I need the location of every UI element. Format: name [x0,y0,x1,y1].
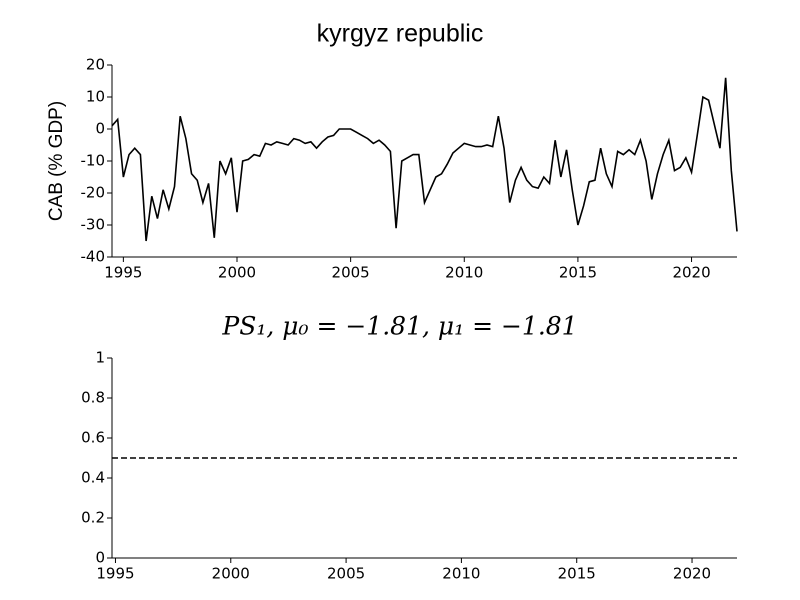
chart-title: kyrgyz republic [317,20,484,48]
line [111,77,738,242]
x-tick-label: 2010 [442,565,480,583]
y-tick-label: 1 [95,349,105,367]
x-tick-label: 2020 [673,565,711,583]
y-tick-label: 10 [86,88,105,106]
y-tick-label: 20 [86,56,105,74]
x-tick-label: 2010 [445,264,483,282]
y-tick-label: -10 [81,152,106,170]
y-axis-label: CAB (% GDP) [46,101,67,221]
x-tick-label: 2015 [558,565,596,583]
x-tick-label: 1995 [96,565,134,583]
y-tick-label: 0 [95,549,105,567]
x-tick-label: 2005 [327,565,365,583]
y-tick-label: -40 [81,248,106,266]
y-tick-label: -20 [81,184,106,202]
chart-title: PS₁, μ₀ = −1.81, μ₁ = −1.81 [221,312,577,341]
x-tick-label: 2000 [212,565,250,583]
y-tick-label: 0.2 [81,509,105,527]
x-tick-label: 2015 [559,264,597,282]
x-tick-label: 2020 [672,264,710,282]
x-tick-label: 1995 [104,264,142,282]
y-tick-label: 0.6 [81,429,105,447]
x-tick-label: 2000 [218,264,256,282]
x-tick-label: 2005 [332,264,370,282]
y-tick-label: 0.4 [81,469,105,487]
y-tick-label: -30 [81,216,106,234]
y-tick-label: 0 [95,120,105,138]
y-tick-label: 0.8 [81,389,105,407]
